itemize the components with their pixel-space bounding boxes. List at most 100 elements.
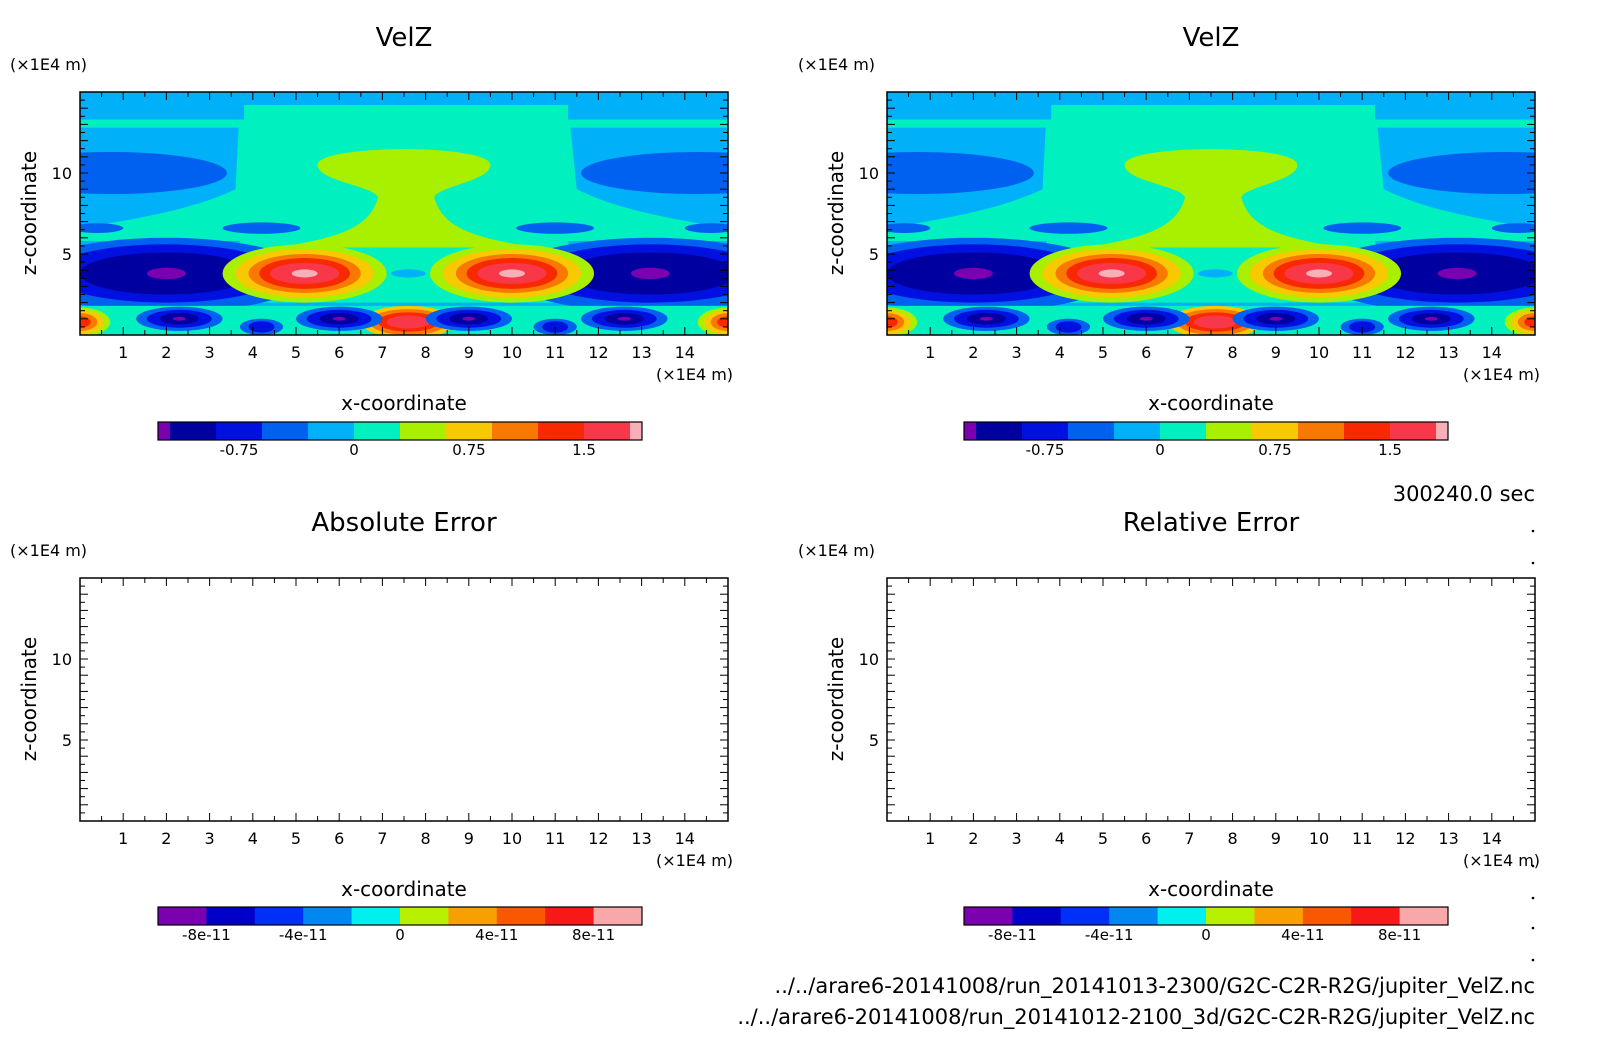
colorbar-tick-label: 0.75 bbox=[1258, 441, 1291, 459]
x-tick-label: 9 bbox=[1271, 829, 1281, 848]
plot-frame bbox=[79, 577, 729, 822]
x-tick-label: 11 bbox=[545, 829, 565, 848]
x-axis-label: x-coordinate bbox=[341, 877, 467, 901]
x-tick-label: 2 bbox=[968, 829, 978, 848]
colorbar-swatch bbox=[1109, 907, 1159, 925]
colorbar-tick-label: -4e-11 bbox=[279, 926, 328, 944]
x-tick-label: 1 bbox=[925, 343, 935, 362]
field-blob bbox=[516, 222, 595, 234]
x-tick-label: 14 bbox=[675, 343, 695, 362]
colorbar-swatch bbox=[1436, 422, 1449, 440]
colorbar-tick-label: 8e-11 bbox=[1378, 926, 1421, 944]
field-blob bbox=[222, 222, 301, 234]
field-lobe-left bbox=[80, 151, 227, 195]
colorbar-swatch bbox=[1157, 907, 1207, 925]
colorbar-tick-label: 1.5 bbox=[1378, 441, 1402, 459]
tick-marks bbox=[886, 577, 1536, 822]
x-tick-label: 13 bbox=[631, 343, 651, 362]
y-tick-labels: 5 10 bbox=[859, 164, 879, 264]
plot-frame bbox=[886, 577, 1536, 822]
colorbar-swatch bbox=[1114, 422, 1161, 440]
x-tick-label: 7 bbox=[1184, 829, 1194, 848]
field-lobe-left bbox=[887, 151, 1034, 195]
colorbar-swatch bbox=[1068, 422, 1115, 440]
colorbar-swatch bbox=[206, 907, 256, 925]
x-tick-label: 10 bbox=[1309, 343, 1329, 362]
x-unit-label: (×1E4 m) bbox=[1463, 365, 1540, 384]
y-tick-labels: 5 10 bbox=[52, 650, 72, 750]
colorbar-swatch bbox=[964, 907, 1013, 925]
colorbar-swatch bbox=[1022, 422, 1069, 440]
field-bottom-neg bbox=[1055, 321, 1082, 333]
field-bottom-neg-core bbox=[1269, 316, 1283, 321]
field-bottom-neg bbox=[542, 321, 569, 333]
colorbar-swatch bbox=[1160, 422, 1207, 440]
colorbar-swatch bbox=[964, 422, 977, 440]
colorbar-swatch bbox=[630, 422, 643, 440]
field-pos-core bbox=[499, 269, 525, 278]
colorbar-tick-label: 4e-11 bbox=[475, 926, 518, 944]
colorbar-swatch bbox=[1302, 907, 1352, 925]
x-tick-label: 13 bbox=[1438, 829, 1458, 848]
field-bottom-pos bbox=[386, 315, 430, 329]
y-tick-labels: 5 10 bbox=[52, 164, 72, 264]
colorbar-frame bbox=[157, 906, 643, 926]
colorbar-swatch bbox=[545, 907, 595, 925]
x-tick-label: 12 bbox=[1395, 829, 1415, 848]
colorbar-swatch bbox=[303, 907, 353, 925]
colorbar-swatch bbox=[1254, 907, 1304, 925]
colorbar-swatch bbox=[354, 422, 401, 440]
field-neg-core bbox=[1437, 267, 1477, 280]
colorbar-swatch bbox=[584, 422, 631, 440]
file-path-2: ../../arare6-20141008/run_20141012-2100_… bbox=[737, 1005, 1535, 1030]
x-tick-label: 8 bbox=[1228, 343, 1238, 362]
file-path-1: ../../arare6-20141008/run_20141013-2300/… bbox=[775, 974, 1535, 999]
y-tick-label: 10 bbox=[52, 164, 72, 183]
x-tick-label: 7 bbox=[377, 829, 387, 848]
colorbar-swatch bbox=[1060, 907, 1110, 925]
x-tick-label: 3 bbox=[1012, 343, 1022, 362]
colorbar-tick-label: -4e-11 bbox=[1085, 926, 1134, 944]
panel-title: Relative Error bbox=[1123, 508, 1300, 538]
field-top-right bbox=[568, 92, 728, 120]
colorbar-swatch bbox=[1298, 422, 1345, 440]
colorbar-tick-label: -8e-11 bbox=[182, 926, 231, 944]
field-blob bbox=[887, 223, 931, 233]
panel-title: Absolute Error bbox=[311, 508, 497, 538]
y-axis-label: z-coordinate bbox=[17, 151, 41, 275]
y-tick-label: 5 bbox=[869, 731, 879, 750]
colorbar-swatch bbox=[1206, 907, 1255, 925]
x-tick-label: 9 bbox=[464, 343, 474, 362]
x-tick-label: 9 bbox=[464, 829, 474, 848]
field-eye bbox=[391, 269, 426, 278]
x-tick-label: 13 bbox=[631, 829, 651, 848]
colorbar-tick-label: -8e-11 bbox=[988, 926, 1037, 944]
colorbar-swatch bbox=[1399, 907, 1449, 925]
velz-panel-left: VelZ (×1E4 m) 1 2 3 4 5 6 7 8 9 10 11 12 13 14 510 (×… bbox=[10, 23, 733, 459]
colorbar-swatch bbox=[254, 907, 304, 925]
x-tick-label: 1 bbox=[118, 343, 128, 362]
x-tick-label: 14 bbox=[675, 829, 695, 848]
field-top-left bbox=[887, 92, 1052, 120]
x-tick-label: 6 bbox=[334, 829, 344, 848]
field-pos-core bbox=[1306, 269, 1332, 278]
field-bottom-neg bbox=[1349, 321, 1376, 333]
x-tick-label: 5 bbox=[291, 343, 301, 362]
x-tick-labels: 1 2 3 4 5 6 7 8 9 10 11 12 13 14 bbox=[925, 829, 1502, 848]
field-hourglass bbox=[1085, 149, 1341, 248]
panel-title: VelZ bbox=[1183, 23, 1240, 53]
field-bottom-neg-core bbox=[617, 316, 631, 321]
field-bottom-neg-core bbox=[979, 316, 993, 321]
colorbar-swatch bbox=[492, 422, 539, 440]
colorbar-swatch bbox=[262, 422, 309, 440]
y-tick-label: 5 bbox=[869, 245, 879, 264]
x-tick-label: 11 bbox=[1352, 343, 1372, 362]
x-axis-label: x-coordinate bbox=[1148, 877, 1274, 901]
x-tick-label: 5 bbox=[291, 829, 301, 848]
field-pos-core bbox=[291, 269, 318, 278]
y-tick-label: 5 bbox=[62, 245, 72, 264]
relative-error-panel: Relative Error (×1E4 m) 1 2 3 4 5 6 7 8 9 10 11 12 1… bbox=[798, 508, 1540, 944]
field-blob bbox=[80, 223, 124, 233]
x-tick-label: 11 bbox=[1352, 829, 1372, 848]
colorbar-tick-label: 8e-11 bbox=[572, 926, 615, 944]
